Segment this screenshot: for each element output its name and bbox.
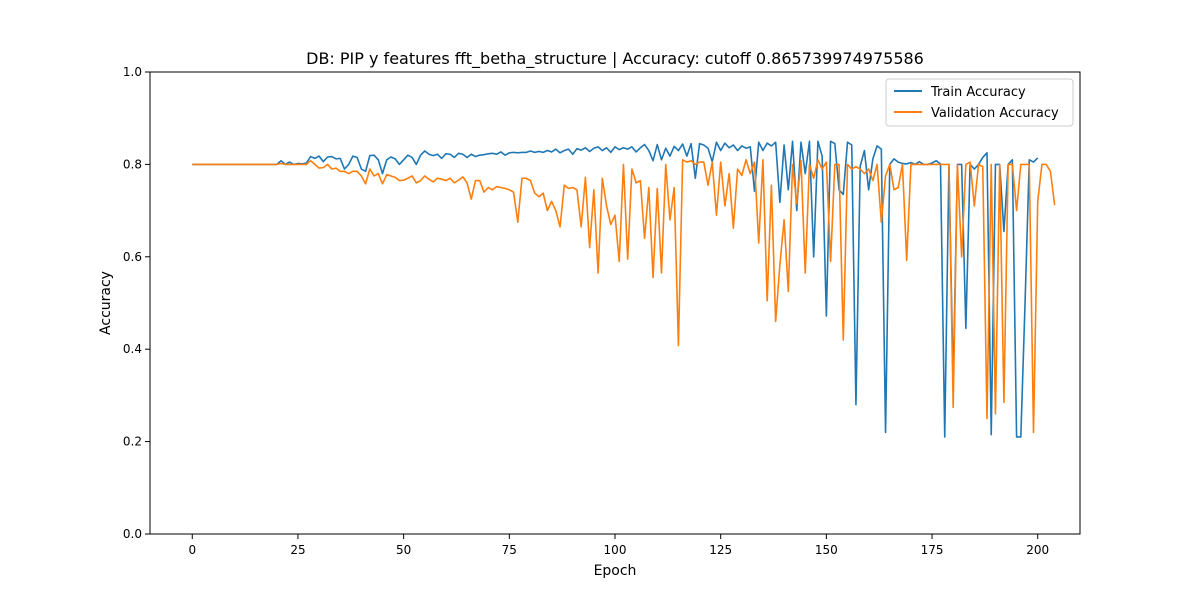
y-tick-label: 0.0 bbox=[123, 527, 142, 541]
x-tick-label: 150 bbox=[815, 543, 838, 557]
legend-label: Train Accuracy bbox=[930, 85, 1026, 100]
x-tick-label: 200 bbox=[1026, 543, 1049, 557]
x-tick-label: 25 bbox=[290, 543, 305, 557]
y-ticks: 0.0 0.2 0.4 0.6 0.8 1.0 bbox=[123, 65, 150, 541]
x-tick-label: 0 bbox=[188, 543, 196, 557]
y-tick-label: 0.8 bbox=[123, 157, 142, 171]
y-tick-label: 1.0 bbox=[123, 65, 142, 79]
y-axis-label: Accuracy bbox=[98, 271, 114, 335]
y-tick-label: 0.4 bbox=[123, 342, 142, 356]
series-lines bbox=[192, 140, 1056, 438]
legend: Train Accuracy Validation Accuracy bbox=[885, 78, 1074, 127]
chart-title: DB: PIP y features fft_betha_structure |… bbox=[306, 49, 924, 69]
x-tick-label: 125 bbox=[709, 543, 732, 557]
x-tick-label: 50 bbox=[396, 543, 411, 557]
x-tick-label: 100 bbox=[604, 543, 627, 557]
series-line-validation-accuracy bbox=[192, 158, 1056, 434]
x-axis-label: Epoch bbox=[594, 563, 637, 579]
y-tick-label: 0.2 bbox=[123, 435, 142, 449]
legend-box bbox=[885, 78, 1074, 127]
x-tick-label: 175 bbox=[921, 543, 944, 557]
y-tick-label: 0.6 bbox=[123, 250, 142, 264]
x-ticks: 0 25 50 75 100 125 150 175 200 bbox=[188, 534, 1049, 557]
x-tick-label: 75 bbox=[502, 543, 517, 557]
legend-label: Validation Accuracy bbox=[931, 106, 1059, 121]
series-line-train-accuracy bbox=[192, 140, 1039, 438]
